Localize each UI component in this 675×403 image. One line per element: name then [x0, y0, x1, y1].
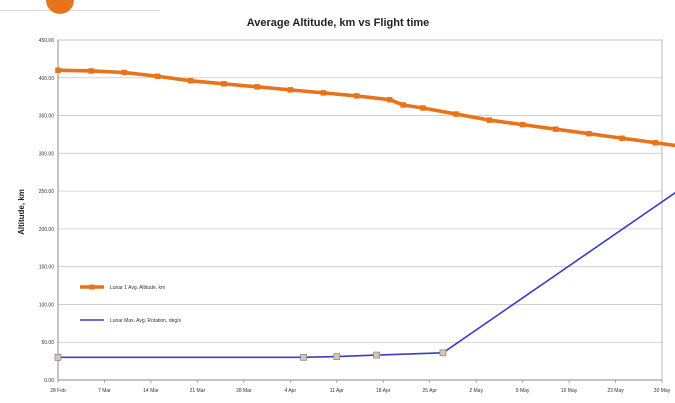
series-1-point: [453, 111, 459, 117]
series-1-point: [553, 126, 559, 132]
series-1-point: [420, 105, 426, 111]
x-tick-label: 11 Apr: [330, 388, 344, 394]
series-1-point: [353, 93, 360, 99]
series-1-point: [652, 140, 659, 146]
legend: Lunar 1 Avg. Altitude, km Lunar Max. Avg.…: [80, 284, 182, 324]
y-tick-label: 150.00: [39, 265, 55, 271]
x-tick-label: 14 Mar: [143, 388, 159, 394]
x-tick-label: 25 Apr: [422, 388, 437, 394]
series-1-point: [400, 102, 406, 108]
series-line-2: [58, 191, 675, 359]
x-tick-label: 2 May: [469, 388, 483, 394]
series-1-point: [154, 73, 161, 80]
y-tick-label: 300.00: [39, 151, 55, 157]
legend-label-2: Lunar Max. Avg. Rotation, deg/s: [110, 318, 182, 324]
series-1-point: [55, 67, 61, 73]
y-tick-label: 50.00: [41, 340, 54, 346]
series-1-point: [320, 90, 327, 96]
series-line-1: [57, 68, 675, 148]
x-tick-label: 9 May: [516, 388, 530, 394]
grid: [57, 39, 663, 381]
series-1-point: [586, 130, 592, 137]
y-axis-label: Altitude, km: [17, 189, 26, 235]
series-2-point: [439, 349, 447, 357]
series-2-point: [54, 353, 62, 361]
y-tick-label: 0.00: [44, 378, 54, 384]
x-tick-label: 7 Mar: [98, 388, 111, 394]
series-group: [54, 67, 675, 361]
y-tick-label: 450.00: [39, 38, 55, 44]
x-tick-label: 21 Mar: [190, 388, 206, 394]
x-tick-label: 23 May: [607, 388, 624, 394]
y-tick-label: 100.00: [39, 302, 55, 308]
plot-frame: [57, 39, 663, 381]
y-tick-label: 400.00: [39, 76, 55, 82]
header-rule: [0, 0, 160, 11]
axes: 0.00 50.00 100.00 150.00 200.00 250.00 300.00 3…: [39, 38, 671, 394]
series-1-point: [519, 121, 526, 128]
series-1-point: [88, 68, 94, 74]
series-1-point: [287, 87, 294, 93]
legend-marker-1: [89, 284, 95, 290]
series-1-point: [121, 69, 128, 76]
series-1-point: [221, 81, 227, 87]
x-tick-label: 30 May: [654, 388, 671, 394]
y-tick-label: 200.00: [39, 227, 55, 233]
y-tick-label: 350.00: [39, 114, 55, 120]
x-tick-label: 18 Apr: [376, 388, 391, 394]
series-1-point: [387, 96, 393, 103]
logo-badge: [46, 0, 74, 14]
chart-title: Average Altitude, km vs Flight time: [247, 17, 430, 29]
x-tick-label: 28 Feb: [50, 388, 66, 394]
series-2-point: [373, 351, 380, 359]
x-tick-label: 28 Mar: [236, 388, 252, 394]
series-2-point: [333, 353, 341, 360]
series-1-point: [254, 84, 260, 90]
legend-label-1: Lunar 1 Avg. Altitude, km: [110, 285, 165, 291]
y-tick-label: 250.00: [39, 189, 55, 195]
x-tick-label: 16 May: [561, 388, 578, 394]
series-1-point: [187, 78, 194, 84]
series-1-point: [619, 135, 625, 141]
series-2-point: [300, 353, 307, 361]
x-tick-label: 4 Apr: [284, 388, 296, 394]
series-1-point: [486, 117, 493, 123]
